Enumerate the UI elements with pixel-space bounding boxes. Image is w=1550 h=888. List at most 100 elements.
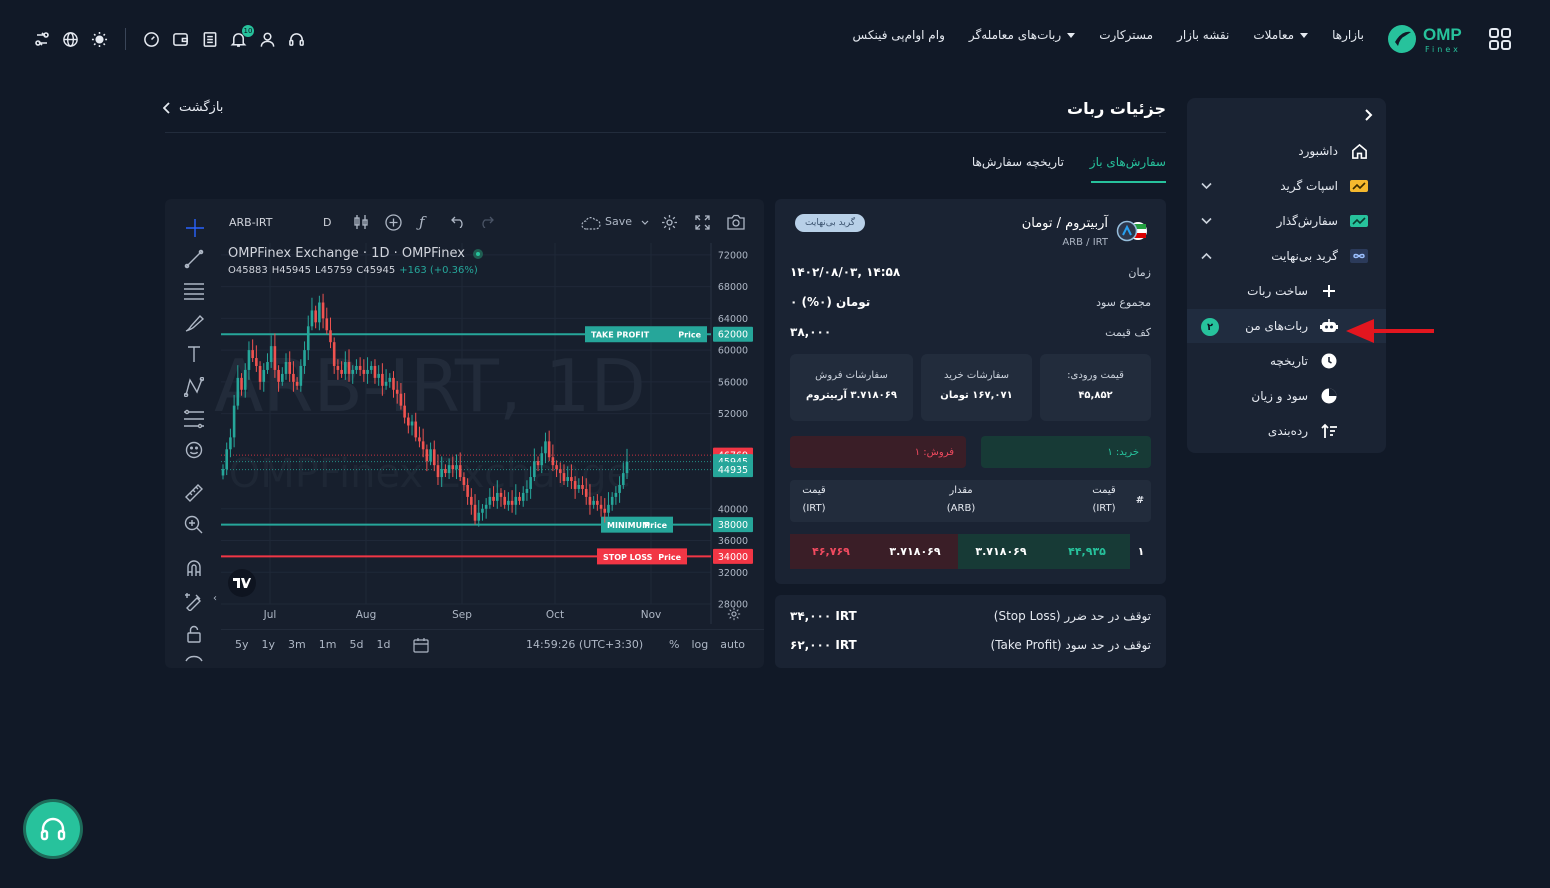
collapse-toolbar-chevron-icon[interactable]: ‹ (213, 593, 217, 604)
sidebar-item-label: سفارش‌گذار (1276, 214, 1338, 228)
nav-item-5[interactable]: وام اوام‌پی فینکس (853, 28, 945, 42)
magnet-icon[interactable] (185, 559, 203, 577)
candle-body (414, 421, 418, 438)
range-button-1d[interactable]: 1d (376, 638, 391, 651)
add-indicator-icon[interactable] (385, 214, 402, 231)
axis-settings-gear-icon[interactable] (727, 607, 741, 621)
sidebar-item-order-placer[interactable]: سفارش‌گذار (1187, 204, 1386, 238)
lock-drawing-icon[interactable] (184, 591, 204, 611)
omp-logo[interactable]: OMP Finex (1385, 22, 1475, 56)
eye-icon[interactable] (185, 655, 203, 667)
candle-body (295, 381, 299, 386)
candle-body (566, 477, 569, 482)
function-fx-icon[interactable]: ƒ (419, 213, 425, 231)
candle-body (470, 496, 473, 505)
candle-body (444, 469, 447, 474)
candle-body (573, 481, 577, 489)
chart-symbol[interactable]: ARB-IRT (229, 216, 273, 229)
range-button-5d[interactable]: 5d (349, 638, 364, 651)
text-tool-icon[interactable] (186, 345, 202, 363)
nav-item-3[interactable]: مسترکارت (1099, 28, 1153, 42)
sidebar-item-ranking[interactable]: رده‌بندی (1187, 414, 1386, 448)
tradingview-logo-icon[interactable] (228, 569, 256, 597)
candle-body (521, 492, 525, 501)
cloud-save-icon[interactable] (581, 216, 601, 230)
range-button-3m[interactable]: 3m (288, 638, 306, 651)
crosshair-icon[interactable] (184, 217, 206, 239)
zoom-in-icon[interactable] (184, 515, 204, 535)
orders-list-icon[interactable] (200, 30, 219, 49)
candle-body (243, 369, 247, 390)
lock-icon[interactable] (186, 625, 202, 643)
apps-grid-icon[interactable] (1488, 27, 1512, 51)
candle-body (381, 373, 384, 386)
wallet-icon[interactable] (171, 30, 190, 49)
goto-date-icon[interactable] (413, 638, 429, 653)
fullscreen-icon[interactable] (695, 215, 710, 230)
crypto-switch-icon[interactable] (32, 30, 51, 49)
save-button[interactable]: Save (605, 215, 633, 228)
sidebar-item-profit-loss[interactable]: سود و زیان (1187, 379, 1386, 413)
ohlc-close: C45945 (356, 265, 396, 276)
sidebar-item-create-robot[interactable]: ساخت ربات (1187, 274, 1386, 308)
stop-loss-value: ۳۴,۰۰۰ IRT (790, 609, 857, 623)
sidebar-item-dashboard[interactable]: داشبورد (1187, 134, 1386, 168)
back-button[interactable]: بازگشت (163, 100, 223, 115)
interval-selector[interactable]: D (323, 216, 332, 229)
clock-readout[interactable]: 14:59:26 (UTC+3:30) (526, 638, 644, 651)
nav-item-1[interactable]: معاملات (1253, 28, 1309, 42)
ruler-icon[interactable] (184, 483, 204, 503)
redo-icon[interactable] (479, 216, 494, 228)
candle-body (495, 492, 499, 501)
sidebar-item-label: داشبورد (1298, 144, 1338, 158)
nav-item-2[interactable]: نقشه بازار (1177, 28, 1229, 42)
horizontal-lines-icon[interactable] (183, 281, 205, 301)
candle-body (484, 504, 488, 509)
pattern-tool-icon[interactable] (184, 377, 204, 397)
price-tick-label: 56000 (718, 377, 748, 388)
nav-item-0[interactable]: بازارها (1332, 28, 1364, 42)
dashboard-gauge-icon[interactable] (142, 30, 161, 49)
sidebar-collapse-chevron-icon[interactable] (1361, 108, 1375, 122)
range-button-1m[interactable]: 1m (318, 638, 337, 651)
candle-body (247, 350, 251, 370)
support-chat-button[interactable] (26, 802, 80, 856)
scale-option-auto[interactable]: auto (720, 638, 745, 651)
candles-icon[interactable] (353, 214, 369, 230)
brush-icon[interactable] (184, 313, 206, 333)
chart-canvas[interactable]: ARB-IRT, 1D OMPFinex Exchange TAKE PROFI… (165, 199, 764, 668)
camera-screenshot-icon[interactable] (727, 214, 745, 230)
tab-open-orders[interactable]: سفارش‌های باز (1089, 155, 1166, 169)
nav-item-4[interactable]: ربات‌های معامله‌گر (969, 28, 1076, 42)
range-button-5y[interactable]: 5y (235, 638, 249, 651)
sidebar-item-spot-grid[interactable]: اسپات گرید (1187, 169, 1386, 203)
undo-icon[interactable] (451, 216, 466, 228)
candle-body (544, 441, 547, 454)
user-profile-icon[interactable] (258, 30, 277, 49)
globe-icon[interactable] (61, 30, 80, 49)
candle-body (355, 365, 358, 370)
drawing-toolbar (165, 199, 221, 668)
candle-body (447, 465, 451, 474)
notification-bell-icon[interactable]: 10 (229, 24, 254, 49)
candle-body (462, 477, 466, 485)
range-button-1y[interactable]: 1y (261, 638, 276, 651)
emoji-icon[interactable] (185, 441, 203, 459)
sell-orders-box: سفارشات فروش ۳.۷۱۸۰۶۹ آربیتروم (790, 354, 913, 421)
sidebar-item-my-robots[interactable]: ربات‌های من ۲ (1187, 309, 1386, 343)
price-label: Price (678, 331, 701, 340)
sidebar-item-infinity-grid[interactable]: گرید بی‌نهایت (1187, 239, 1386, 273)
sun-icon[interactable] (90, 30, 109, 49)
stat-value: ۴۵,۸۵۲ (1078, 390, 1113, 401)
scale-option-percent[interactable]: % (669, 638, 680, 651)
candle-body (229, 437, 232, 450)
support-headset-icon[interactable] (287, 30, 306, 49)
trend-line-icon[interactable] (184, 249, 204, 269)
tab-order-history[interactable]: تاریخچه سفارش‌ها (971, 155, 1064, 169)
fib-tool-icon[interactable] (183, 409, 205, 429)
settings-gear-icon[interactable] (661, 214, 678, 231)
chevron-down-icon[interactable] (641, 220, 649, 225)
scale-option-log[interactable]: log (691, 638, 709, 651)
tradingview-chart[interactable]: ARB-IRT D ƒ Save ARB-IRT, 1D OMPFinex Ex… (165, 199, 764, 668)
sidebar-item-history[interactable]: تاریخچه (1187, 344, 1386, 378)
